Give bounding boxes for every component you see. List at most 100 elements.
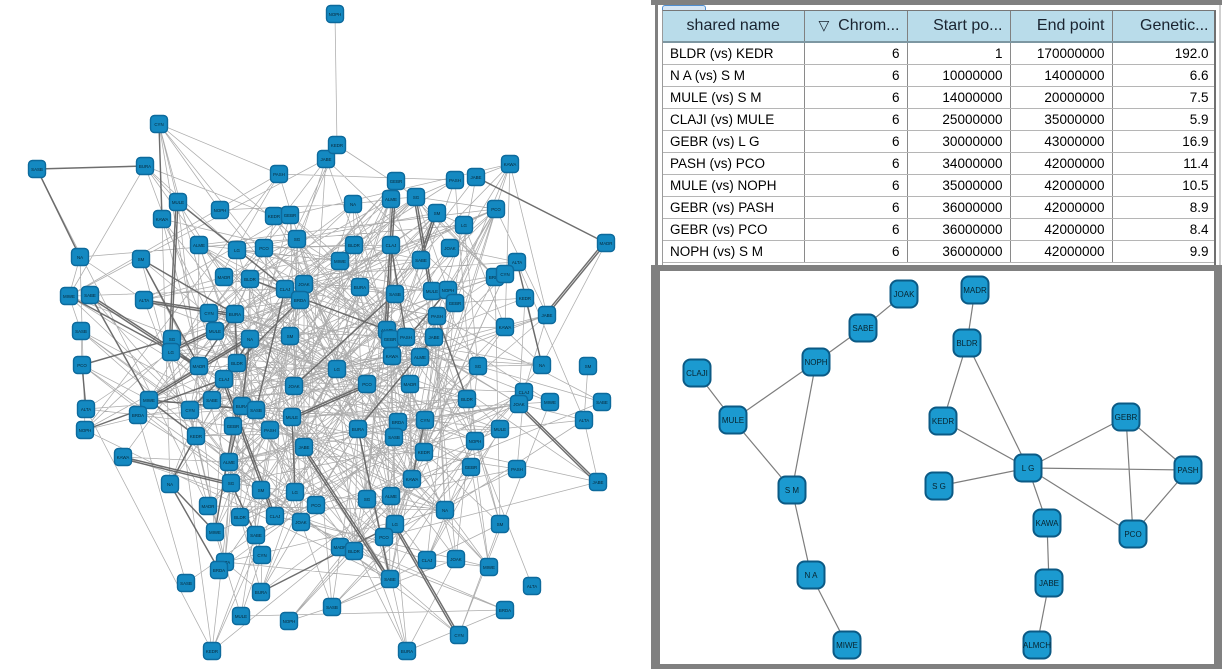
svg-text:MADR: MADR — [202, 504, 215, 509]
svg-text:CYN: CYN — [454, 633, 463, 638]
svg-text:ALTA: ALTA — [139, 298, 149, 303]
svg-text:NOPH: NOPH — [442, 288, 455, 293]
svg-text:PCO: PCO — [311, 503, 321, 508]
svg-text:SG: SG — [475, 364, 482, 369]
svg-text:KAWA: KAWA — [386, 354, 399, 359]
svg-text:MULE: MULE — [235, 614, 247, 619]
svg-text:ALTA: ALTA — [527, 584, 537, 589]
svg-text:NA: NA — [539, 363, 545, 368]
svg-text:SABE: SABE — [206, 398, 218, 403]
svg-text:ALME: ALME — [414, 355, 426, 360]
svg-text:PASH: PASH — [264, 428, 276, 433]
svg-text:GEBR: GEBR — [384, 337, 396, 342]
svg-text:BURA: BURA — [139, 164, 151, 169]
svg-text:BLDR: BLDR — [231, 361, 243, 366]
svg-text:SG: SG — [228, 481, 235, 486]
svg-text:LG: LG — [292, 490, 298, 495]
svg-text:MULE: MULE — [172, 200, 184, 205]
svg-text:BLDR: BLDR — [461, 397, 473, 402]
svg-text:CYN: CYN — [257, 553, 266, 558]
svg-text:MIWE: MIWE — [334, 259, 346, 264]
svg-text:BRDA: BRDA — [132, 413, 144, 418]
svg-text:BRDA: BRDA — [499, 608, 511, 613]
svg-text:ALME: ALME — [193, 243, 205, 248]
svg-text:PASH: PASH — [400, 335, 412, 340]
svg-text:NA: NA — [247, 337, 253, 342]
svg-text:SASB: SASB — [31, 167, 43, 172]
svg-text:SASB: SASB — [180, 581, 192, 586]
svg-text:JOAK: JOAK — [444, 246, 456, 251]
svg-text:MULE: MULE — [426, 289, 438, 294]
svg-text:SASB: SASB — [75, 329, 87, 334]
svg-text:KAWA: KAWA — [1036, 519, 1060, 528]
svg-text:S M: S M — [785, 486, 800, 495]
svg-text:CYN: CYN — [500, 272, 509, 277]
svg-text:ALTA: ALTA — [81, 407, 91, 412]
svg-text:PASH: PASH — [511, 467, 523, 472]
svg-text:MADR: MADR — [334, 545, 347, 550]
svg-text:CLAJ: CLAJ — [519, 390, 530, 395]
svg-text:SG: SG — [294, 237, 301, 242]
svg-text:BRDA: BRDA — [294, 298, 306, 303]
svg-text:SM: SM — [585, 364, 592, 369]
svg-text:BRDA: BRDA — [392, 420, 404, 425]
svg-text:LG: LG — [234, 248, 240, 253]
svg-text:SM: SM — [287, 334, 294, 339]
svg-text:PASH: PASH — [1177, 466, 1198, 475]
svg-text:NA: NA — [350, 202, 356, 207]
svg-text:JOAK: JOAK — [295, 520, 307, 525]
svg-text:ALME: ALME — [385, 494, 397, 499]
svg-text:NOPH: NOPH — [283, 619, 296, 624]
svg-text:MIWE: MIWE — [209, 530, 221, 535]
svg-text:PASH: PASH — [449, 178, 461, 183]
svg-text:SABE: SABE — [84, 293, 96, 298]
svg-text:SASB: SASB — [389, 292, 401, 297]
svg-text:BRDA: BRDA — [213, 568, 225, 573]
svg-text:SM: SM — [497, 522, 504, 527]
svg-text:SG: SG — [413, 195, 420, 200]
svg-text:NA: NA — [167, 482, 173, 487]
svg-text:CYN: CYN — [204, 311, 213, 316]
svg-text:NOPH: NOPH — [329, 12, 342, 17]
svg-text:ALMCH: ALMCH — [1023, 641, 1051, 650]
svg-text:JABE: JABE — [593, 480, 604, 485]
svg-text:SM: SM — [258, 488, 265, 493]
svg-text:PCO: PCO — [379, 535, 389, 540]
svg-text:MIWE: MIWE — [544, 400, 556, 405]
svg-text:BURA: BURA — [236, 404, 248, 409]
svg-text:JOAK: JOAK — [450, 557, 462, 562]
svg-text:BRDA: BRDA — [489, 275, 501, 280]
svg-text:BLDR: BLDR — [956, 339, 978, 348]
svg-text:GEBR: GEBR — [227, 424, 239, 429]
svg-text:SABE: SABE — [384, 577, 396, 582]
svg-text:CLAJ: CLAJ — [219, 377, 230, 382]
svg-text:ALME: ALME — [385, 197, 397, 202]
svg-text:CLAJI: CLAJI — [686, 369, 708, 378]
svg-text:BURA: BURA — [229, 312, 241, 317]
svg-text:ALTA: ALTA — [579, 418, 589, 423]
svg-text:NOPH: NOPH — [804, 358, 827, 367]
svg-text:PASH: PASH — [273, 172, 285, 177]
svg-text:KEDR: KEDR — [932, 417, 954, 426]
svg-text:SM: SM — [138, 257, 145, 262]
svg-text:SASB: SASB — [388, 435, 400, 440]
svg-text:MADR: MADR — [218, 275, 231, 280]
svg-text:ALTA: ALTA — [512, 260, 522, 265]
svg-text:BLDR: BLDR — [234, 515, 246, 520]
svg-text:CYN: CYN — [154, 122, 163, 127]
svg-text:CYN: CYN — [185, 408, 194, 413]
svg-text:SABE: SABE — [415, 258, 427, 263]
svg-text:KEDR: KEDR — [206, 649, 218, 654]
svg-text:KAWA: KAWA — [117, 455, 130, 460]
svg-text:MULE: MULE — [209, 329, 221, 334]
svg-text:N A: N A — [805, 571, 819, 580]
svg-text:JABE: JABE — [1039, 579, 1059, 588]
svg-text:KEDR: KEDR — [331, 143, 343, 148]
svg-text:JOAK: JOAK — [513, 402, 525, 407]
svg-text:CLAJ: CLAJ — [270, 514, 281, 519]
svg-text:KAWA: KAWA — [504, 162, 517, 167]
svg-text:PASH: PASH — [431, 314, 443, 319]
svg-text:SM: SM — [434, 211, 441, 216]
svg-text:BURA: BURA — [401, 649, 413, 654]
svg-text:KAWA: KAWA — [499, 325, 512, 330]
